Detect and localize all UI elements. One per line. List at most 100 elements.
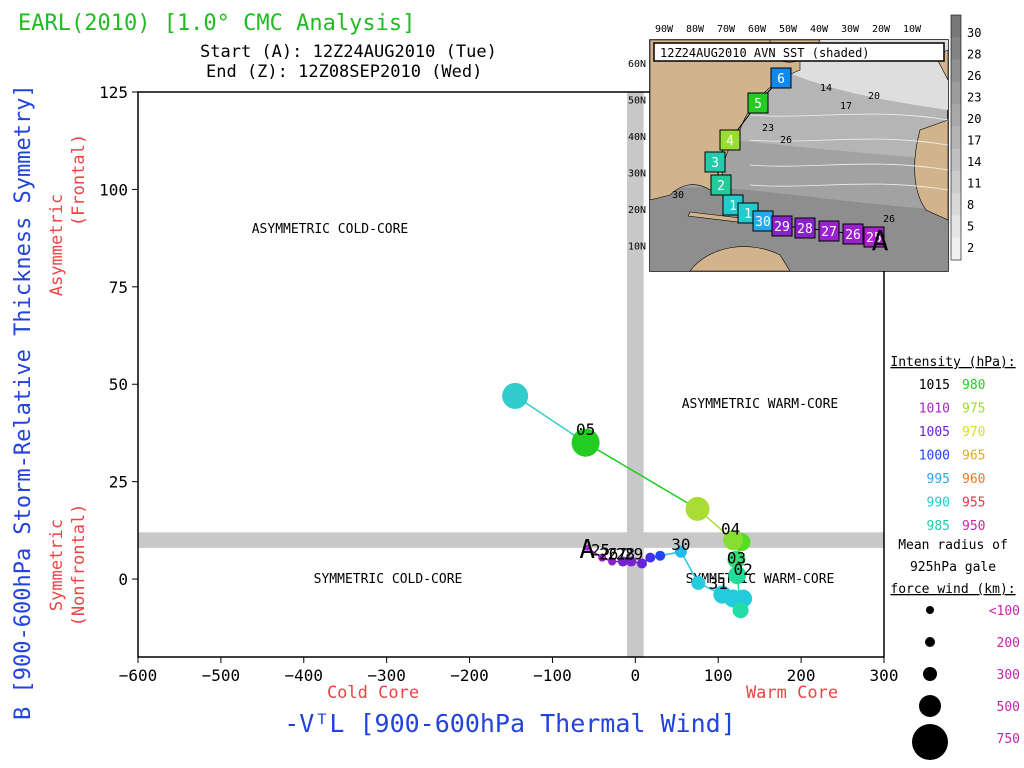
legend-radius-label: <100 — [989, 604, 1020, 619]
inset-track-box-label: 2 — [717, 179, 725, 194]
x-sub-right: Warm Core — [746, 683, 838, 703]
colorbar-label: 17 — [967, 134, 981, 148]
legend-intensity-left: 1015 — [919, 378, 950, 393]
track-point — [645, 552, 656, 563]
inset-lat-label: 10N — [628, 242, 646, 253]
inset-track-box-label: 5 — [754, 97, 762, 112]
legend-radius-title: 925hPa gale — [910, 560, 996, 575]
plot-area: −600 −500 −400 −300 −200 −100 0 100 200 300025507… — [99, 83, 898, 685]
legend-intensity-left: 1005 — [919, 425, 950, 440]
inset-lon-label: 40W — [810, 24, 829, 35]
inset-lon-label: 70W — [717, 24, 736, 35]
colorbar-segment — [951, 237, 961, 261]
inset-lon-label: 60W — [748, 24, 767, 35]
colorbar-label: 23 — [967, 91, 981, 105]
inset-track-box-label: 27 — [821, 225, 837, 240]
inset-title: 12Z24AUG2010 AVN SST (shaded) — [660, 46, 870, 60]
track-point — [502, 382, 529, 409]
inset-track-box — [794, 217, 816, 239]
y-tick-label: 0 — [118, 570, 128, 589]
y-tick-label: 125 — [99, 83, 128, 102]
inset-track-box-label: 3 — [711, 156, 719, 171]
inset-track-box — [771, 215, 793, 237]
y-tick-label: 100 — [99, 180, 128, 199]
track-point — [636, 558, 647, 569]
colorbar-label: 2 — [967, 241, 974, 255]
inset-lat-label: 60N — [628, 59, 646, 70]
inset-track-box-label: 28 — [797, 222, 813, 237]
inset-track-box-label: 1 — [729, 199, 737, 214]
legend-radius-dot — [912, 724, 948, 760]
legend-intensity-right: 950 — [962, 519, 985, 534]
track-point — [655, 550, 666, 561]
legend-intensity-right: 980 — [962, 378, 985, 393]
track-point-label: A — [579, 535, 595, 565]
colorbar-segment — [951, 59, 961, 83]
quadrant-sym-warm: SYMMETRIC WARM-CORE — [686, 572, 835, 587]
x-tick-label: −300 — [367, 666, 406, 685]
legend-intensity-right: 955 — [962, 496, 985, 511]
x-tick-label: −600 — [119, 666, 158, 685]
colorbar-label: 30 — [967, 26, 981, 40]
inset-lat-label: 30N — [628, 169, 646, 180]
colorbar-label: 5 — [967, 220, 974, 234]
y-tick-label: 25 — [109, 473, 128, 492]
inset-contour-label: 20 — [868, 91, 880, 102]
inset-lon-label: 10W — [903, 24, 922, 35]
inset-track-box — [719, 129, 741, 151]
inset-track-box — [818, 220, 840, 242]
colorbar-label: 11 — [967, 177, 981, 191]
legend-intensity-left: 995 — [927, 472, 950, 487]
x-tick-label: −100 — [533, 666, 572, 685]
track-point-label: 03 — [727, 548, 746, 567]
track-point-label: 02 — [733, 560, 752, 579]
track-point-label: 04 — [721, 519, 740, 538]
x-tick-label: 300 — [870, 666, 899, 685]
inset-track-box — [842, 223, 864, 245]
inset-contour-label: 26 — [883, 214, 895, 225]
track-point — [691, 575, 706, 590]
track-point — [685, 496, 710, 521]
legend-radius-label: 750 — [997, 732, 1020, 747]
legend-radius-title: force wind (km): — [890, 582, 1015, 597]
inset-title-box — [653, 42, 945, 62]
colorbar-label: 28 — [967, 48, 981, 62]
vertical-zero-band — [627, 92, 644, 657]
inset-lat-label: 50N — [628, 96, 646, 107]
x-sub-left: Cold Core — [327, 683, 419, 703]
track-point-label: 05 — [576, 420, 595, 439]
track-point-label: 27 — [607, 545, 626, 564]
track-segment — [514, 395, 587, 444]
inset-track-box-label: 4 — [726, 134, 734, 149]
track-point — [727, 550, 746, 569]
start-time: Start (A): 12Z24AUG2010 (Tue) — [200, 42, 497, 62]
legend-radius-label: 500 — [997, 700, 1020, 715]
inset-track-box-label: 1 — [744, 207, 752, 222]
inset-track-box-label: 25 — [866, 231, 882, 246]
colorbar-segment — [951, 126, 961, 150]
legend-radius-dot — [926, 606, 934, 614]
x-tick-label: −500 — [202, 666, 241, 685]
quadrant-sym-cold: SYMMETRIC COLD-CORE — [314, 572, 463, 587]
colorbar-segment — [951, 37, 961, 61]
inset-contour-label: 23 — [762, 123, 774, 134]
x-axis-label: -VᵀL [900-600hPa Thermal Wind] — [284, 709, 736, 738]
inset-lat-label: 20N — [628, 205, 646, 216]
track-point-label: 28 — [616, 545, 635, 564]
intensity-legend: Intensity (hPa): 1015 980 1010 975 1005 970 100… — [890, 355, 1020, 760]
colorbar-label: 20 — [967, 112, 981, 126]
inset-track-box — [710, 174, 732, 196]
legend-intensity-left: 985 — [927, 519, 950, 534]
track-segment — [585, 442, 698, 510]
inset-track-box — [747, 92, 769, 114]
track-point — [598, 553, 607, 562]
y-sub-bottom-line2: (Nonfrontal) — [69, 504, 89, 627]
legend-radius-dot — [919, 695, 941, 717]
colorbar-segment — [951, 170, 961, 194]
inset-track-box-label: 6 — [777, 72, 785, 87]
legend-intensity-left: 1010 — [919, 402, 950, 417]
inset-lon-label: 90W — [655, 24, 674, 35]
track-point — [626, 556, 637, 567]
